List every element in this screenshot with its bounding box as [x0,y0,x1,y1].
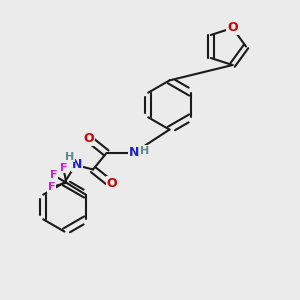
Text: F: F [48,182,55,192]
Text: N: N [72,158,82,172]
Text: H: H [65,152,74,162]
Text: F: F [50,170,58,180]
Text: F: F [60,163,67,173]
Text: N: N [129,146,140,160]
Text: O: O [227,22,238,34]
Text: O: O [106,177,117,190]
Text: H: H [140,146,149,156]
Text: O: O [83,132,94,146]
